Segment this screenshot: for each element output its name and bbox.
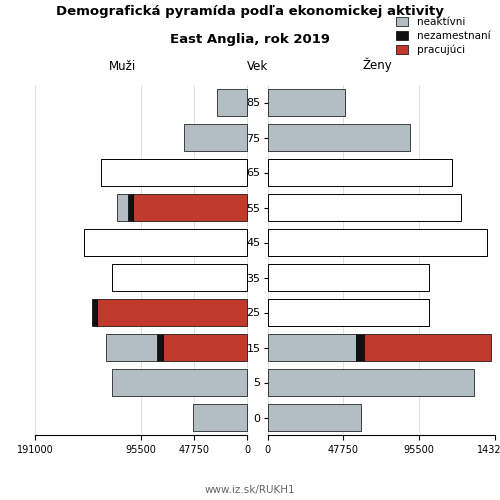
Bar: [118, 194, 128, 221]
Bar: [268, 369, 474, 396]
Bar: [112, 264, 248, 291]
Bar: [268, 299, 430, 326]
Bar: [98, 299, 248, 326]
Bar: [268, 194, 462, 221]
Bar: [92, 299, 98, 326]
Legend: neaktívni, nezamestnaní, pracujúci: neaktívni, nezamestnaní, pracujúci: [392, 13, 494, 60]
Bar: [268, 89, 345, 116]
Text: Vek: Vek: [247, 60, 268, 72]
Bar: [268, 334, 356, 361]
Bar: [268, 159, 452, 186]
Bar: [112, 369, 248, 396]
Bar: [356, 334, 364, 361]
Bar: [128, 194, 133, 221]
Text: Ženy: Ženy: [362, 58, 392, 72]
Bar: [100, 159, 248, 186]
Bar: [184, 124, 248, 151]
Bar: [268, 124, 410, 151]
Text: Demografická pyramída podľa ekonomickej aktivity: Demografická pyramída podľa ekonomickej …: [56, 5, 444, 18]
Text: www.iz.sk/RUKH1: www.iz.sk/RUKH1: [204, 485, 296, 495]
Text: Muži: Muži: [109, 60, 136, 72]
Bar: [193, 404, 248, 431]
Bar: [84, 229, 247, 256]
Bar: [268, 264, 430, 291]
Bar: [218, 89, 248, 116]
Bar: [163, 334, 248, 361]
Bar: [268, 404, 361, 431]
Bar: [268, 229, 486, 256]
Bar: [364, 334, 492, 361]
Bar: [106, 334, 158, 361]
Bar: [133, 194, 248, 221]
Bar: [158, 334, 163, 361]
Text: East Anglia, rok 2019: East Anglia, rok 2019: [170, 32, 330, 46]
